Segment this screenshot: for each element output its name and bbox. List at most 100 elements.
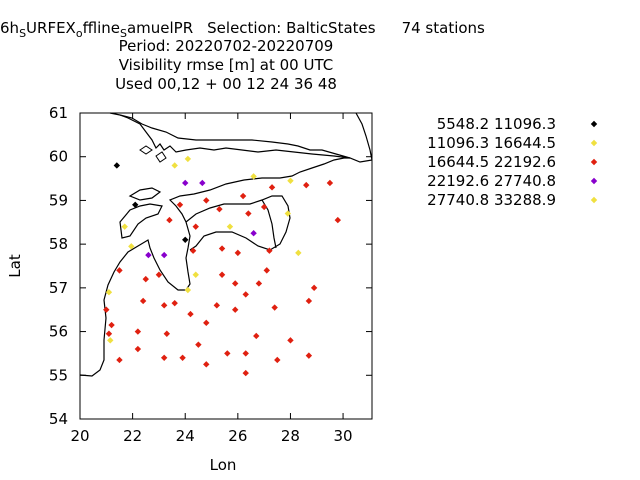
coastline-gulf-riga <box>185 195 291 251</box>
legend-label-2: 16644.5 22192.6 <box>427 153 556 171</box>
axis-ticks: 20 22 24 26 28 30 54 55 56 57 58 59 60 61 <box>49 104 372 445</box>
station-point <box>132 201 139 208</box>
station-point <box>142 275 149 283</box>
station-point <box>271 304 278 311</box>
legend-marker-4 <box>590 196 598 204</box>
x-tick-label: 24 <box>176 427 195 445</box>
station-point <box>192 223 199 230</box>
chart-title-line1: 6hSURFEXofflineSamuelPR Selection: Baltic… <box>0 19 485 40</box>
station-point <box>245 210 252 217</box>
y-tick-label: 56 <box>49 323 68 341</box>
y-tick-label: 55 <box>49 366 68 384</box>
station-point <box>295 249 302 257</box>
station-point <box>203 197 210 204</box>
station-point <box>105 289 113 296</box>
station-point <box>303 181 310 189</box>
station-point <box>250 173 257 180</box>
station-point <box>113 162 121 169</box>
station-point <box>234 249 242 257</box>
station-point <box>224 350 231 357</box>
y-tick-label: 61 <box>49 104 68 122</box>
legend-marker-0 <box>590 120 598 128</box>
station-point <box>171 299 178 307</box>
island-saaremaa <box>119 203 163 239</box>
station-point <box>239 192 247 200</box>
x-tick-label: 20 <box>70 427 89 445</box>
station-point <box>189 247 197 254</box>
station-point <box>139 297 147 305</box>
station-point <box>184 286 192 294</box>
station-point <box>160 354 168 361</box>
station-point <box>232 306 239 313</box>
legend-label-3: 22192.6 27740.8 <box>427 172 556 190</box>
legend-label-4: 27740.8 33288.9 <box>427 191 556 209</box>
chart-title-line2: Period: 20220702-20220709 <box>119 37 334 55</box>
station-point <box>266 247 273 254</box>
station-point <box>134 328 142 335</box>
station-point <box>134 345 142 353</box>
station-point <box>203 361 210 368</box>
y-tick-label: 60 <box>49 148 68 166</box>
coastline <box>79 112 351 377</box>
station-point <box>250 230 257 237</box>
y-tick-label: 58 <box>49 235 68 253</box>
station-point <box>116 356 123 364</box>
station-point <box>195 341 202 348</box>
station-point <box>187 310 194 318</box>
legend-label-1: 11096.3 16644.5 <box>427 134 556 152</box>
station-point <box>287 337 294 344</box>
station-point <box>287 177 294 184</box>
station-point <box>260 203 268 211</box>
station-point <box>326 179 334 187</box>
station-point <box>176 201 184 208</box>
chart-title-line3: Visibility rmse [m] at 00 UTC <box>119 56 333 74</box>
plot-frame <box>79 112 373 420</box>
lake-peipus <box>355 112 373 161</box>
y-tick-label: 57 <box>49 279 68 297</box>
station-point <box>128 243 135 250</box>
station-point <box>242 350 249 357</box>
x-tick-label: 28 <box>281 427 300 445</box>
x-tick-label: 22 <box>123 427 142 445</box>
station-point <box>226 223 234 230</box>
station-point <box>163 330 171 337</box>
legend-label-0: 5548.2 11096.3 <box>437 115 556 133</box>
station-point <box>263 267 270 274</box>
station-point <box>216 205 223 213</box>
station-point <box>218 245 226 252</box>
station-point <box>203 319 210 327</box>
station-point <box>121 223 128 230</box>
station-point <box>184 155 192 163</box>
station-point <box>255 280 263 287</box>
legend-marker-1 <box>590 139 598 147</box>
island-hiiumaa <box>128 187 162 201</box>
station-point <box>199 179 206 187</box>
station-point <box>160 251 168 259</box>
station-point <box>160 302 168 309</box>
station-point <box>232 280 239 287</box>
station-point <box>334 216 342 224</box>
station-point <box>305 297 313 305</box>
x-axis-label: Lon <box>210 456 237 474</box>
station-point <box>310 284 318 292</box>
y-tick-label: 54 <box>49 410 68 428</box>
x-tick-label: 30 <box>334 427 353 445</box>
legend-marker-3 <box>590 177 598 185</box>
station-point <box>179 354 186 361</box>
station-point <box>116 267 123 274</box>
islands-aland <box>139 145 167 163</box>
station-point <box>103 306 110 313</box>
legend-marker-2 <box>590 158 598 166</box>
station-point <box>105 330 113 337</box>
y-axis-label: Lat <box>6 254 24 278</box>
station-point <box>108 321 115 329</box>
station-point <box>192 271 199 278</box>
station-point <box>305 352 313 359</box>
station-point <box>284 210 292 217</box>
station-point <box>155 271 163 278</box>
station-point <box>171 162 178 169</box>
station-point <box>182 179 189 187</box>
station-point <box>166 216 173 224</box>
